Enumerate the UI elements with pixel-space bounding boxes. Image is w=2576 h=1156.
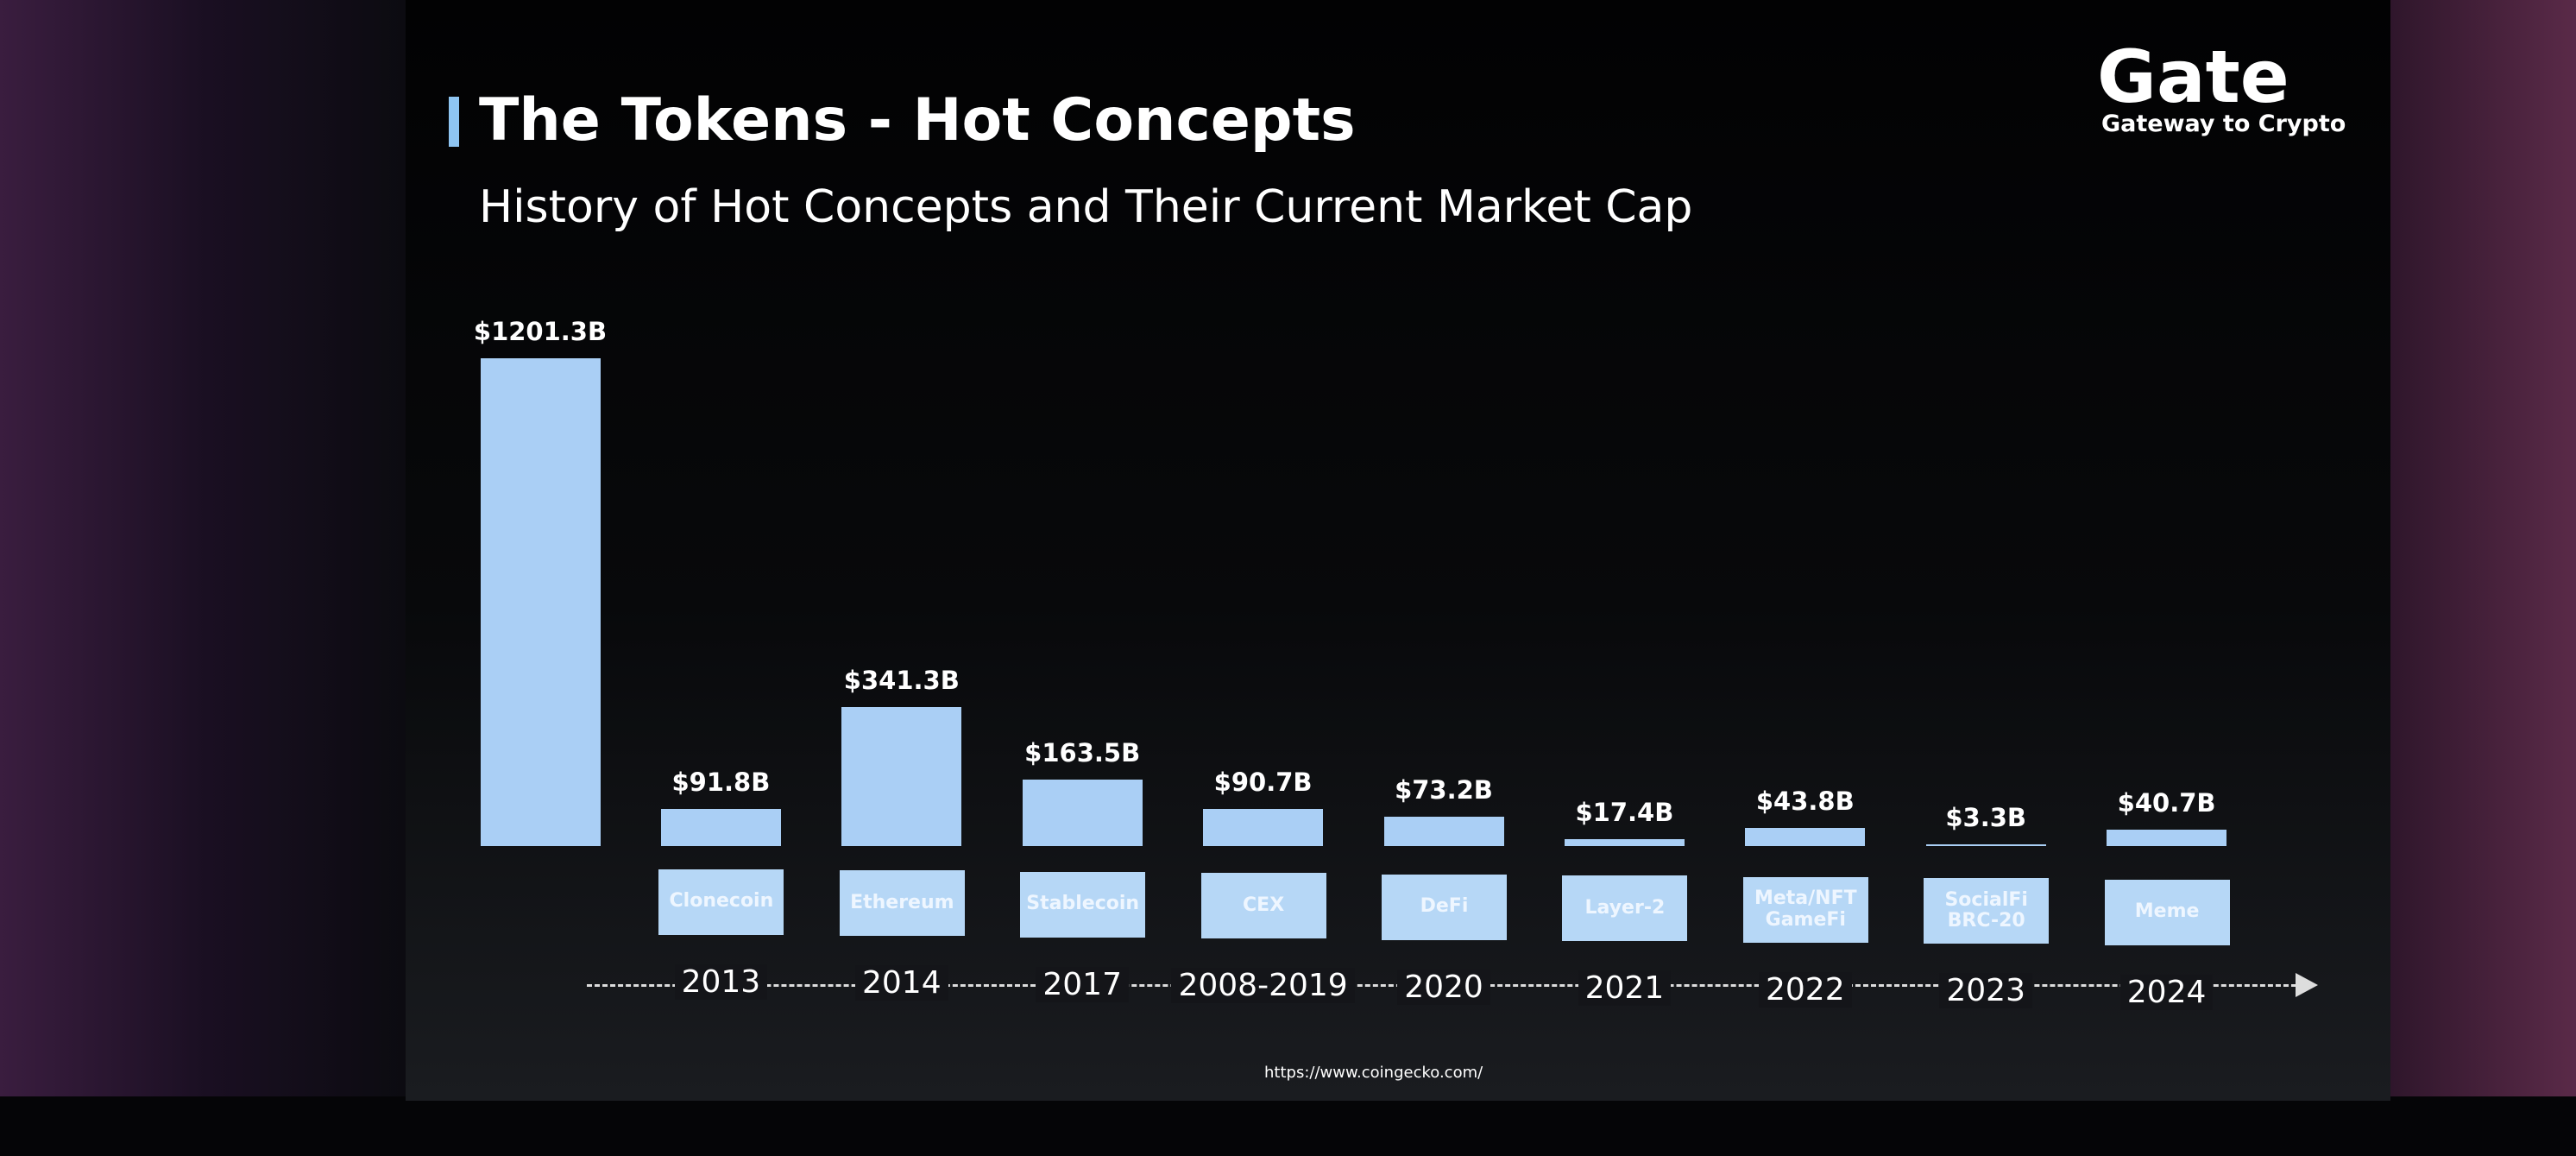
bar (1383, 816, 1504, 846)
year-label: 2023 (1891, 973, 2081, 1008)
year-text: 2021 (1578, 970, 1672, 1006)
year-label: 2013 (626, 963, 816, 1000)
category-label: Clonecoin (658, 869, 784, 935)
category-label: Meta/NFT GameFi (1742, 876, 1868, 943)
title-accent (449, 97, 459, 147)
slide: The Tokens - Hot Concepts History of Hot… (406, 0, 2390, 1101)
category-label: Ethereum (839, 870, 965, 936)
year-text: 2020 (1397, 969, 1490, 1005)
bar (841, 707, 962, 846)
bar (2107, 829, 2227, 846)
year-text: 2008-2019 (1171, 968, 1355, 1003)
year-text: 2017 (1036, 966, 1129, 1002)
stage-floor (0, 1096, 2576, 1156)
value-label: $90.7B (1213, 768, 1313, 798)
bar (660, 808, 781, 846)
year-label: 2008-2019 (1168, 968, 1358, 1003)
year-label: 2014 (807, 965, 997, 1001)
year-label: 2017 (987, 966, 1177, 1002)
category-label: DeFi (1382, 874, 1507, 940)
bar (1564, 838, 1685, 846)
value-label: $43.8B (1755, 786, 1855, 817)
bar (480, 358, 601, 846)
value-label: $73.2B (1395, 774, 1493, 805)
year-label: 2024 (2072, 974, 2262, 1010)
category-label: Layer-2 (1562, 875, 1688, 941)
year-label: 2021 (1529, 970, 1719, 1006)
bar (1925, 844, 2046, 846)
value-label: $91.8B (671, 767, 771, 797)
year-text: 2013 (674, 963, 768, 1000)
value-label: $341.3B (843, 666, 960, 696)
year-text: 2022 (1758, 971, 1852, 1008)
chart-title: The Tokens - Hot Concepts (479, 86, 1356, 155)
value-label: $40.7B (2117, 787, 2216, 818)
year-label: 2022 (1710, 971, 1900, 1008)
chart-subtitle: History of Hot Concepts and Their Curren… (479, 181, 1693, 233)
bar (1022, 780, 1143, 846)
category-label: SocialFi BRC-20 (1924, 878, 2050, 944)
logo-tagline: Gateway to Crypto (2101, 111, 2346, 137)
value-label: $17.4B (1575, 797, 1674, 827)
year-text: 2023 (1939, 973, 2032, 1008)
value-label: $1201.3B (473, 317, 608, 346)
year-label: 2020 (1349, 969, 1539, 1005)
value-label: $163.5B (1024, 738, 1141, 768)
value-label: $3.3B (1945, 803, 2027, 833)
source: https://www.coingecko.com/ (1264, 1064, 1483, 1082)
bar (1745, 828, 1866, 846)
year-text: 2024 (2119, 974, 2214, 1010)
year-text: 2014 (854, 965, 948, 1001)
bar (1203, 809, 1324, 846)
timeline-arrow (2296, 973, 2318, 997)
category-label: CEX (1200, 873, 1326, 938)
logo: Gate (2097, 35, 2289, 119)
category-label: Meme (2104, 879, 2230, 945)
category-label: Stablecoin (1020, 871, 1146, 938)
